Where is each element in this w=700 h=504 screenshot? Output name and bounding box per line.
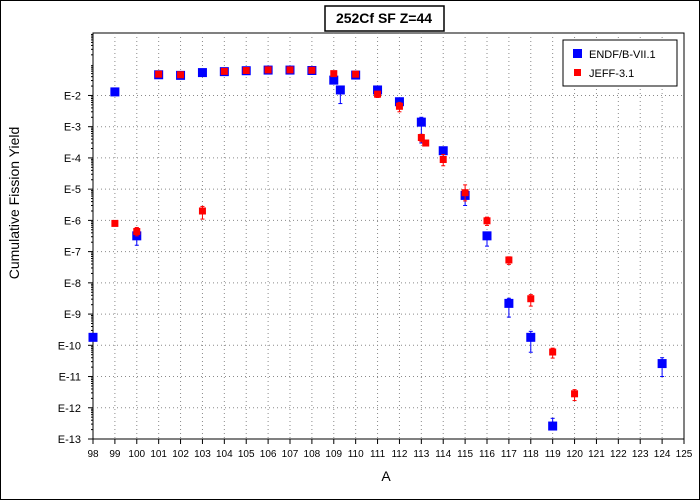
jeff-point: [352, 70, 360, 78]
jeff-point: [422, 139, 430, 147]
chart-title-box: 252Cf SF Z=44: [324, 5, 445, 32]
x-tick-label: 112: [391, 449, 407, 460]
endf-point: [482, 231, 492, 241]
x-tick-label: 108: [304, 449, 321, 460]
x-tick-label: 99: [109, 449, 121, 460]
x-tick-label: 105: [238, 449, 255, 460]
jeff-point: [133, 228, 141, 236]
y-tick-label: E-3: [64, 122, 81, 134]
grid: [93, 33, 684, 439]
endf-point: [329, 75, 339, 85]
y-tick-label: E-8: [64, 278, 81, 290]
x-tick-label: 118: [523, 449, 539, 460]
jeff-point: [286, 66, 294, 74]
y-axis-ticks: E-2 E-3 E-4 E-5 E-6 E-7 E-8 E-9 E-10 E-11 E-12 E-13: [58, 33, 93, 446]
x-tick-label: 116: [479, 449, 495, 460]
chart-title: 252Cf SF Z=44: [336, 10, 432, 26]
legend-swatch-jeff: [574, 69, 581, 76]
endf-point: [657, 359, 667, 369]
y-tick-label: E-10: [58, 340, 81, 352]
y-tick-label: E-13: [58, 434, 81, 446]
x-axis-ticks: 98 99 100 101 102 103 104 105 106 107 108 109 110 111…: [87, 439, 693, 460]
x-tick-label: 103: [194, 449, 211, 460]
x-tick-label: 101: [150, 449, 167, 460]
y-tick-label: E-12: [58, 403, 81, 415]
x-tick-label: 106: [260, 449, 277, 460]
endf-point: [110, 87, 120, 97]
y-axis-label: Cumulative Fission Yield: [6, 127, 22, 280]
y-tick-label: E-7: [64, 247, 81, 259]
jeff-point: [571, 390, 579, 398]
x-tick-label: 104: [216, 449, 233, 460]
jeff-point: [198, 207, 206, 215]
jeff-point: [483, 217, 491, 225]
endf-point: [416, 117, 426, 127]
legend: ENDF/B-VII.1 JEFF-3.1: [562, 39, 678, 87]
jeff-point: [417, 134, 425, 142]
endf-point: [335, 85, 345, 95]
jeff-point: [155, 70, 163, 78]
endf-point: [526, 332, 536, 342]
legend-label-jeff: JEFF-3.1: [589, 68, 634, 80]
endf-point: [394, 97, 404, 107]
jeff-point: [330, 70, 338, 78]
jeff-point: [177, 71, 185, 79]
x-tick-label: 110: [348, 449, 364, 460]
x-axis-label: A: [381, 468, 391, 484]
x-tick-label: 124: [654, 449, 671, 460]
x-tick-label: 113: [413, 449, 429, 460]
y-tick-label: E-6: [64, 215, 81, 227]
x-tick-label: 123: [632, 449, 649, 460]
jeff-point: [374, 90, 382, 98]
jeff-point: [505, 256, 513, 264]
x-tick-label: 114: [435, 449, 451, 460]
x-tick-label: 109: [325, 449, 342, 460]
y-tick-label: E-11: [59, 372, 81, 384]
endf-point: [88, 332, 98, 342]
jeff-point: [527, 295, 535, 303]
jeff-point: [111, 219, 119, 227]
endf-point: [438, 146, 448, 156]
jeff-point: [395, 102, 403, 110]
jeff-point: [549, 348, 557, 356]
endf-point: [373, 85, 383, 95]
x-tick-label: 100: [128, 449, 145, 460]
data-points: [88, 65, 667, 431]
x-tick-label: 98: [87, 449, 99, 460]
jeff-point: [220, 67, 228, 75]
jeff-point: [461, 189, 469, 197]
x-tick-label: 125: [676, 449, 693, 460]
x-tick-label: 121: [588, 449, 605, 460]
y-tick-label: E-5: [64, 184, 81, 196]
y-tick-label: E-4: [64, 153, 81, 165]
jeff-point: [242, 66, 250, 74]
plot-area: [92, 32, 685, 440]
x-tick-label: 120: [566, 449, 583, 460]
x-tick-label: 111: [370, 449, 386, 460]
y-tick-label: E-9: [64, 309, 81, 321]
endf-point: [504, 298, 514, 308]
jeff-point: [308, 66, 316, 74]
jeff-point: [264, 66, 272, 74]
x-tick-label: 122: [610, 449, 627, 460]
x-tick-label: 117: [501, 449, 517, 460]
endf-point: [548, 421, 558, 431]
jeff-point: [439, 155, 447, 163]
legend-label-endf: ENDF/B-VII.1: [589, 49, 656, 61]
x-tick-label: 115: [457, 449, 473, 460]
x-tick-label: 107: [282, 449, 299, 460]
endf-point: [197, 68, 207, 78]
x-tick-label: 119: [545, 449, 561, 460]
x-tick-label: 102: [172, 449, 189, 460]
legend-swatch-endf: [573, 49, 582, 58]
y-tick-label: E-2: [64, 90, 81, 102]
